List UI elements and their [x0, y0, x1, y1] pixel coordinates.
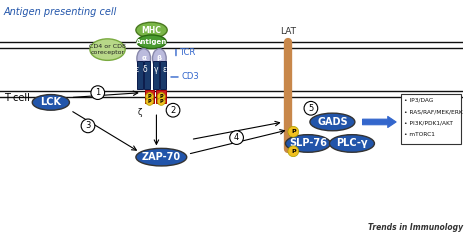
- Text: GADS: GADS: [317, 117, 348, 127]
- Circle shape: [304, 102, 318, 115]
- Text: LCK: LCK: [40, 97, 61, 108]
- Text: 2: 2: [171, 106, 176, 115]
- Text: LAT: LAT: [281, 27, 296, 36]
- Text: 3: 3: [85, 121, 91, 130]
- Ellipse shape: [32, 95, 69, 110]
- Text: Antigen presenting cell: Antigen presenting cell: [4, 6, 117, 17]
- Text: P: P: [159, 94, 163, 99]
- Ellipse shape: [137, 49, 151, 68]
- Bar: [137, 61, 143, 89]
- Text: Trends in Immunology: Trends in Immunology: [368, 223, 464, 232]
- Text: ζ: ζ: [137, 108, 142, 117]
- Ellipse shape: [285, 135, 330, 152]
- Ellipse shape: [153, 49, 166, 68]
- Text: P: P: [291, 129, 296, 134]
- Ellipse shape: [136, 22, 167, 38]
- Bar: [154, 61, 159, 89]
- Text: β: β: [157, 55, 162, 61]
- Text: • PI3K/PDK1/AKT: • PI3K/PDK1/AKT: [404, 120, 453, 126]
- Ellipse shape: [90, 39, 125, 60]
- Text: P: P: [148, 94, 151, 99]
- Text: α: α: [141, 55, 146, 61]
- Bar: [144, 61, 150, 89]
- Text: P: P: [148, 99, 151, 104]
- Text: ζ: ζ: [169, 108, 173, 117]
- Text: • mTORC1: • mTORC1: [404, 132, 435, 137]
- Circle shape: [230, 131, 244, 144]
- Text: CD3: CD3: [182, 72, 200, 82]
- Text: δ: δ: [142, 65, 147, 74]
- Text: ε: ε: [135, 65, 139, 74]
- Circle shape: [81, 119, 95, 133]
- Ellipse shape: [310, 113, 355, 131]
- Circle shape: [288, 126, 299, 137]
- Bar: [401, 94, 462, 144]
- Text: P: P: [291, 149, 296, 154]
- Circle shape: [157, 97, 165, 105]
- Circle shape: [157, 93, 165, 101]
- Text: 1: 1: [95, 88, 100, 97]
- Bar: [160, 61, 166, 89]
- Circle shape: [91, 86, 105, 99]
- Ellipse shape: [136, 148, 187, 166]
- Text: SLP-76: SLP-76: [289, 138, 327, 149]
- Ellipse shape: [329, 135, 374, 152]
- FancyArrowPatch shape: [363, 116, 396, 127]
- Text: • IP3/DAG: • IP3/DAG: [404, 98, 433, 103]
- Text: ε: ε: [162, 65, 166, 74]
- Text: • RAS/RAF/MEK/ERK: • RAS/RAF/MEK/ERK: [404, 109, 463, 114]
- Text: CD4 or CD8
coreceptor: CD4 or CD8 coreceptor: [89, 44, 126, 55]
- Text: P: P: [159, 99, 163, 104]
- Text: TCR: TCR: [179, 48, 195, 57]
- Circle shape: [166, 103, 180, 117]
- Circle shape: [288, 146, 299, 157]
- Text: 4: 4: [234, 133, 239, 142]
- Text: PLC-γ: PLC-γ: [336, 138, 368, 149]
- Text: T cell: T cell: [4, 93, 30, 103]
- Text: ZAP-70: ZAP-70: [142, 152, 181, 162]
- Circle shape: [146, 93, 154, 101]
- Ellipse shape: [137, 35, 166, 49]
- Bar: [145, 90, 155, 103]
- Text: 5: 5: [308, 104, 313, 113]
- Text: γ: γ: [154, 65, 159, 74]
- Bar: [156, 90, 166, 103]
- Text: Antigen: Antigen: [136, 39, 167, 45]
- Circle shape: [146, 97, 154, 105]
- Text: MHC: MHC: [142, 25, 162, 35]
